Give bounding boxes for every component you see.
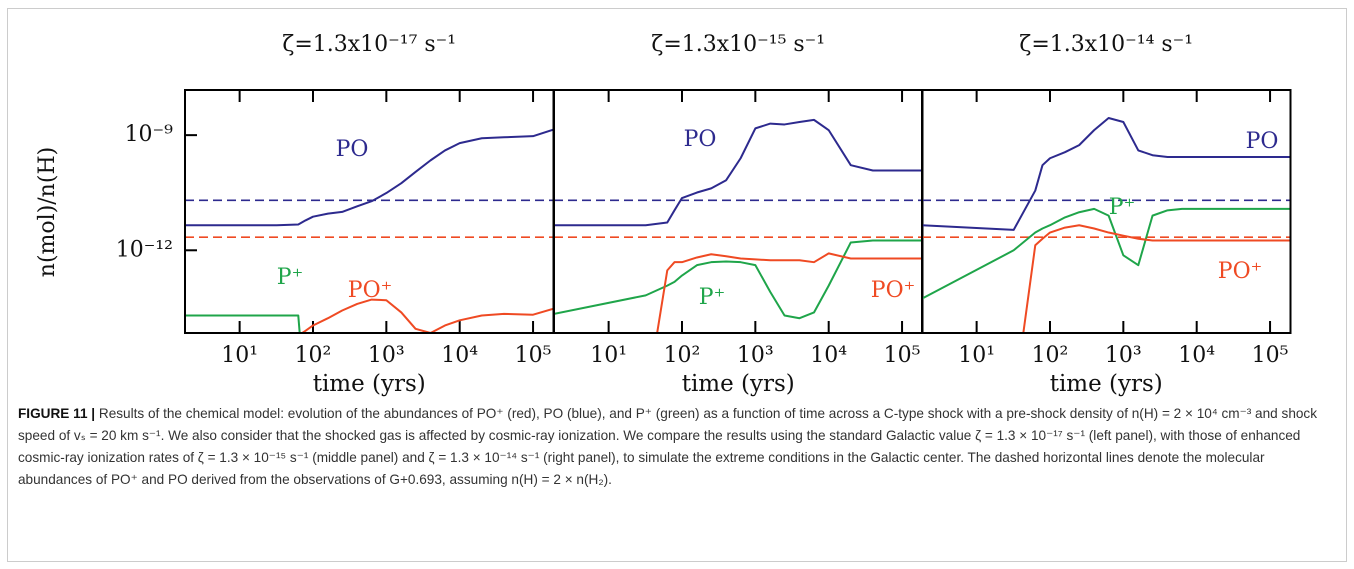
- series-line: [1022, 224, 1291, 333]
- x-tick-label: 10⁴: [810, 343, 847, 368]
- x-tick-label: 10¹: [221, 343, 258, 368]
- x-tick-label: 10⁵: [1252, 343, 1289, 368]
- x-tick-label: 10¹: [590, 343, 627, 368]
- caption-label: FIGURE 11 |: [18, 406, 96, 421]
- x-tick-label: 10⁵: [515, 343, 552, 368]
- y-axis-label: n(mol)/n(H): [35, 147, 60, 277]
- plot-area: [554, 118, 923, 333]
- y-tick-label: 10⁻⁹: [125, 122, 174, 147]
- x-tick-label: 10²: [1032, 343, 1069, 368]
- series-label: PO⁺: [348, 278, 392, 303]
- panel-frame: [921, 89, 1292, 334]
- y-tick-label: 10⁻¹²: [116, 237, 173, 262]
- x-tick-label: 10¹: [958, 343, 995, 368]
- panel-title: ζ=1.3x10⁻¹⁵ s⁻¹: [651, 32, 825, 57]
- x-tick-label: 10⁴: [441, 343, 478, 368]
- plot-area: [185, 128, 554, 333]
- caption-text: Results of the chemical model: evolution…: [18, 406, 1318, 487]
- series-label: PO⁺: [1218, 259, 1262, 284]
- series-line: [554, 239, 923, 320]
- series-line: [300, 298, 554, 333]
- chart: ζ=1.3x10⁻¹⁷ s⁻¹ time (yrs) n(mol)/n(H) 10¹ 1…: [35, 32, 1292, 397]
- x-axis-label: time (yrs): [682, 371, 795, 397]
- x-tick-label: 10³: [737, 343, 774, 368]
- x-axis-label: time (yrs): [313, 371, 426, 397]
- series-line: [656, 252, 923, 333]
- series-label: PO: [336, 137, 369, 162]
- x-tick-label: 10⁴: [1178, 343, 1215, 368]
- x-tick-label: 10²: [295, 343, 332, 368]
- x-tick-label: 10⁵: [884, 343, 921, 368]
- series-line: [554, 118, 923, 227]
- series-line: [922, 116, 1291, 231]
- series-label: P⁺: [1109, 195, 1135, 220]
- series-label: P⁺: [699, 285, 725, 310]
- x-tick-label: 10³: [368, 343, 405, 368]
- series-line: [922, 207, 1291, 300]
- x-tick-label: 10²: [664, 343, 701, 368]
- series-label: PO: [684, 127, 717, 152]
- series-label: P⁺: [277, 265, 303, 290]
- panel-title: ζ=1.3x10⁻¹⁷ s⁻¹: [282, 32, 456, 57]
- panel-title: ζ=1.3x10⁻¹⁴ s⁻¹: [1019, 32, 1193, 57]
- series-label: PO: [1246, 129, 1279, 154]
- x-tick-label: 10³: [1105, 343, 1142, 368]
- series-line: [185, 128, 554, 227]
- figure-frame: [7, 8, 1347, 562]
- series-label: PO⁺: [871, 278, 915, 303]
- panel-frame: [553, 89, 924, 334]
- x-axis-label: time (yrs): [1050, 371, 1163, 397]
- caption: FIGURE 11 | Results of the chemical mode…: [18, 403, 1340, 491]
- plot-area: [922, 116, 1291, 333]
